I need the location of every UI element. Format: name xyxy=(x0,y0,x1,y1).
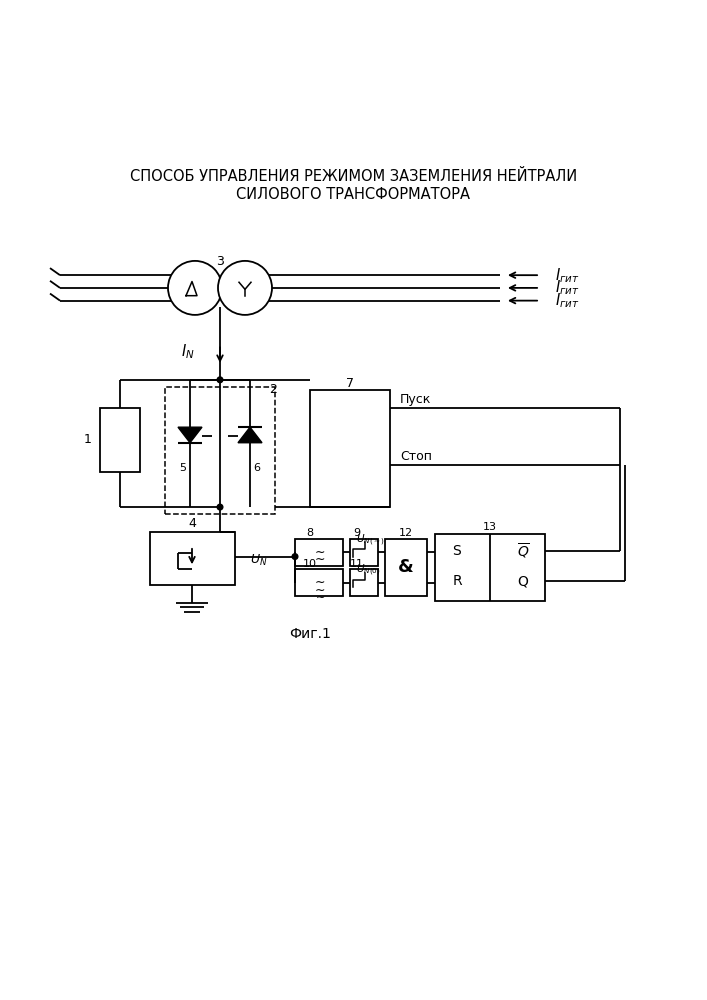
Text: 5: 5 xyxy=(180,463,187,473)
Text: $\overline{Q}$: $\overline{Q}$ xyxy=(517,541,530,561)
Text: Пуск: Пуск xyxy=(400,393,431,406)
Text: 10: 10 xyxy=(303,559,317,569)
Text: $U_{N(\sim)}$: $U_{N(\sim)}$ xyxy=(356,533,385,548)
Text: S: S xyxy=(452,544,462,558)
Polygon shape xyxy=(178,427,202,443)
Text: 7: 7 xyxy=(346,377,354,390)
Circle shape xyxy=(168,261,222,315)
Bar xyxy=(295,569,343,596)
Text: Стоп: Стоп xyxy=(400,450,432,463)
Bar xyxy=(295,539,343,566)
Text: $\sim$: $\sim$ xyxy=(312,544,326,557)
Text: 3: 3 xyxy=(216,255,224,268)
Bar xyxy=(435,534,545,601)
Text: R: R xyxy=(452,574,462,588)
Text: 11: 11 xyxy=(350,559,364,569)
Text: Q: Q xyxy=(518,574,528,588)
Bar xyxy=(385,539,427,596)
Text: $\sim$: $\sim$ xyxy=(312,583,326,596)
Text: 13: 13 xyxy=(483,522,497,532)
Text: 8: 8 xyxy=(306,528,314,538)
Text: $\sim$: $\sim$ xyxy=(312,592,325,602)
Polygon shape xyxy=(238,427,262,443)
Text: 1: 1 xyxy=(84,433,92,446)
Text: &: & xyxy=(398,558,414,576)
Bar xyxy=(310,390,390,507)
Bar xyxy=(150,532,235,585)
Text: СИЛОВОГО ТРАНСФОРМАТОРА: СИЛОВОГО ТРАНСФОРМАТОРА xyxy=(237,187,470,202)
Text: Фиг.1: Фиг.1 xyxy=(289,627,331,641)
Text: 6: 6 xyxy=(254,463,260,473)
Circle shape xyxy=(217,377,223,383)
Text: $U_N$: $U_N$ xyxy=(250,553,267,568)
Circle shape xyxy=(218,261,272,315)
Text: 4: 4 xyxy=(188,517,196,530)
Text: $I_{\mathit{гит}}$: $I_{\mathit{гит}}$ xyxy=(555,279,580,297)
Bar xyxy=(165,387,275,514)
Text: $\sim$: $\sim$ xyxy=(312,552,326,565)
Text: 12: 12 xyxy=(399,528,413,538)
Bar xyxy=(350,569,378,596)
Text: 2: 2 xyxy=(269,383,277,396)
Text: $\sim$: $\sim$ xyxy=(312,575,326,588)
Text: $I_{\mathit{гит}}$: $I_{\mathit{гит}}$ xyxy=(555,291,580,310)
Bar xyxy=(100,408,140,472)
Text: $I_N$: $I_N$ xyxy=(181,342,195,361)
Bar xyxy=(350,539,378,566)
Circle shape xyxy=(217,504,223,510)
Text: $U_{N(0)}$: $U_{N(0)}$ xyxy=(356,563,380,578)
Circle shape xyxy=(292,554,298,559)
Text: $I_{\mathit{гит}}$: $I_{\mathit{гит}}$ xyxy=(555,266,580,285)
Text: СПОСОБ УПРАВЛЕНИЯ РЕЖИМОМ ЗАЗЕМЛЕНИЯ НЕЙТРАЛИ: СПОСОБ УПРАВЛЕНИЯ РЕЖИМОМ ЗАЗЕМЛЕНИЯ НЕЙ… xyxy=(130,169,577,184)
Text: 9: 9 xyxy=(354,528,361,538)
